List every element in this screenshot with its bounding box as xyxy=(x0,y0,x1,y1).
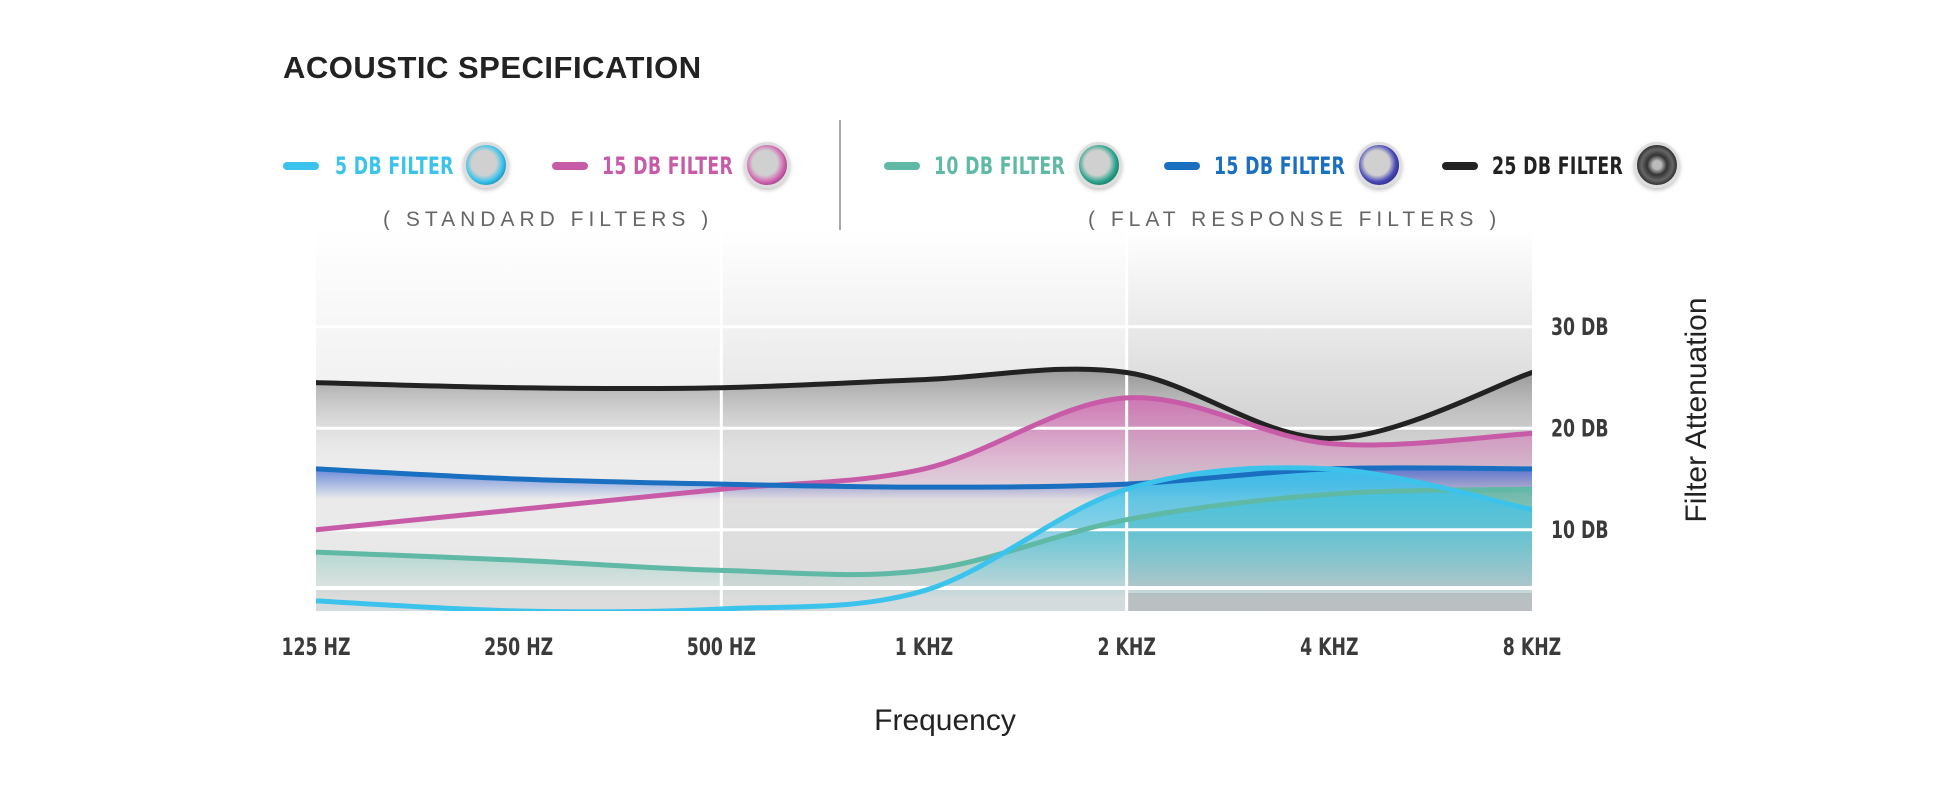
x-tick-label: 500 HZ xyxy=(687,633,756,661)
legend-label-15db-standard: 15 DB FILTER xyxy=(602,152,734,180)
filter-25db-icon xyxy=(1634,142,1680,188)
filter-5db-icon xyxy=(463,142,509,188)
filter-15db-standard-icon xyxy=(744,142,790,188)
y-tick-label: 30 DB xyxy=(1551,313,1609,341)
chart-title: ACOUSTIC SPECIFICATION xyxy=(283,50,702,85)
y-tick-label: 20 DB xyxy=(1551,414,1609,442)
legend-line-10db xyxy=(884,162,920,170)
y-tick-label: 10 DB xyxy=(1551,516,1609,544)
x-tick-label: 125 HZ xyxy=(281,633,350,661)
series-line-25-db-filter-0 xyxy=(316,366,1532,441)
legend-item-5db: 5 DB FILTER xyxy=(283,142,513,190)
series-line-10-db-filter-3 xyxy=(316,486,1532,578)
legend-item-15db-standard: 15 DB FILTER xyxy=(552,142,802,190)
x-tick-label: 8 KHZ xyxy=(1503,633,1561,661)
standard-filters-group-label: ( STANDARD FILTERS ) xyxy=(383,208,714,231)
filter-10db-icon xyxy=(1076,142,1122,188)
legend-item-15db-flat: 15 DB FILTER xyxy=(1164,142,1414,190)
legend-line-25db xyxy=(1442,162,1478,170)
y-axis-title: Filter Attenuation xyxy=(1680,297,1713,523)
legend-line-15db-standard xyxy=(552,162,588,170)
legend-item-25db: 25 DB FILTER xyxy=(1442,142,1692,190)
legend-label-10db: 10 DB FILTER xyxy=(934,152,1066,180)
legend-line-15db-flat xyxy=(1164,162,1200,170)
legend-line-5db xyxy=(283,162,319,170)
x-tick-label: 250 HZ xyxy=(484,633,553,661)
series-line-5-db-filter-4 xyxy=(316,465,1532,611)
filter-15db-flat-icon xyxy=(1356,142,1402,188)
x-tick-label: 1 KHZ xyxy=(895,633,953,661)
legend-label-15db-flat: 15 DB FILTER xyxy=(1214,152,1346,180)
flat-filters-group-label: ( FLAT RESPONSE FILTERS ) xyxy=(1088,208,1502,231)
x-tick-label: 4 KHZ xyxy=(1300,633,1358,661)
legend-item-10db: 10 DB FILTER xyxy=(884,142,1134,190)
series-line-15-db-filter-1 xyxy=(316,395,1532,533)
x-axis-title: Frequency xyxy=(874,704,1016,737)
x-tick-label: 2 KHZ xyxy=(1097,633,1155,661)
legend-divider xyxy=(839,120,841,232)
legend-label-25db: 25 DB FILTER xyxy=(1492,152,1624,180)
legend-label-5db: 5 DB FILTER xyxy=(335,152,454,180)
